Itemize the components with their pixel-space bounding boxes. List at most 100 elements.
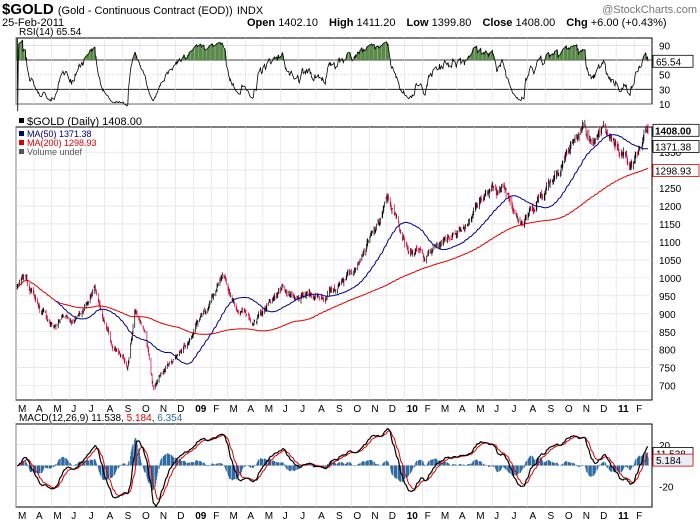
x-axis-label: O — [565, 511, 573, 522]
rsi-title: RSI(14) 65.54 — [19, 27, 82, 38]
x-axis-label: A — [530, 511, 537, 522]
x-axis-label: M — [53, 511, 61, 522]
x-axis-label: A — [107, 404, 114, 415]
x-axis-label: A — [459, 511, 466, 522]
stockcharts-brand: @StockCharts.com — [602, 4, 697, 16]
price-tag-ma50 — [652, 140, 700, 153]
x-axis-label: J — [300, 511, 305, 522]
x-axis-label: J — [283, 404, 288, 415]
x-axis-label: M — [476, 511, 484, 522]
price-tick-label: 700 — [659, 382, 676, 393]
rsi-tick-label: 50 — [659, 71, 671, 82]
rsi-tick-label: 90 — [659, 41, 671, 52]
x-axis-label: J — [494, 511, 499, 522]
change-value: +6.00 (+0.43%) — [590, 17, 667, 29]
macd-line — [17, 427, 648, 507]
x-axis-label: A — [318, 511, 325, 522]
x-axis-label: A — [36, 404, 43, 415]
x-axis-label: A — [459, 404, 466, 415]
symbol-text: $GOLD — [2, 1, 54, 18]
price-tick-label: 1000 — [659, 274, 682, 285]
x-axis-label: S — [336, 404, 343, 415]
macd-title-part: , — [121, 413, 127, 424]
x-axis-label: S — [547, 404, 554, 415]
x-axis-label: J — [300, 404, 305, 415]
x-axis-label: A — [247, 511, 254, 522]
quote-date: 25-Feb-2011 — [2, 17, 65, 29]
macd-title-part: 5.184 — [127, 413, 152, 424]
price-tick-label: 750 — [659, 364, 676, 375]
x-axis-label: J — [494, 404, 499, 415]
close-value: 1408.00 — [515, 17, 556, 29]
ma200-line — [17, 167, 649, 335]
x-axis-label: F — [425, 511, 431, 522]
x-axis-label: N — [371, 404, 378, 415]
x-axis-label: 10 — [407, 404, 419, 415]
open-value: 1402.10 — [278, 17, 318, 29]
macd-title-part: 6.354 — [157, 413, 182, 424]
x-axis-label: F — [636, 511, 642, 522]
x-axis-label: O — [565, 404, 573, 415]
price-tag-ma200 — [652, 164, 700, 177]
macd-signal-line — [17, 430, 649, 500]
legend-entry: $GOLD (Daily) 1408.00 — [27, 116, 142, 128]
open-label: Open — [247, 17, 276, 29]
x-axis-label: 09 — [195, 404, 207, 415]
x-axis-label: A — [247, 404, 254, 415]
x-axis-label: F — [425, 404, 431, 415]
x-axis-label: F — [213, 511, 219, 522]
x-axis-label: S — [336, 511, 343, 522]
x-axis-label: M — [18, 404, 26, 415]
x-axis-label: A — [318, 404, 325, 415]
macd-tick-label: -20 — [659, 482, 674, 493]
high-label: High — [329, 17, 354, 29]
x-axis-label: 09 — [195, 511, 207, 522]
x-axis-label: S — [547, 511, 554, 522]
ohlc-readout: Open 1402.10 High 1411.20 Low 1399.80 Cl… — [247, 17, 675, 29]
legend-swatch — [19, 118, 24, 123]
price-tick-label: 1100 — [659, 238, 681, 249]
x-axis-label: F — [636, 404, 642, 415]
x-axis-label: A — [36, 511, 43, 522]
x-axis-label: M — [53, 404, 61, 415]
macd-value-text: 5.184 — [656, 456, 681, 467]
x-axis-label: O — [353, 404, 361, 415]
change-label: Chg — [566, 17, 588, 29]
price-tick-label: 1150 — [659, 220, 681, 231]
x-axis-label: J — [89, 404, 94, 415]
x-axis-label: D — [177, 511, 184, 522]
x-axis-label: F — [213, 404, 219, 415]
price-tick-label: 900 — [659, 310, 676, 321]
x-axis-label: J — [283, 511, 288, 522]
x-axis-label: N — [371, 511, 378, 522]
x-axis-label: A — [530, 404, 537, 415]
rsi-value-tag — [652, 54, 694, 68]
rsi-tick-label: 30 — [659, 85, 671, 96]
rsi-value-text: 65.54 — [656, 57, 681, 68]
x-axis-label: O — [142, 404, 150, 415]
close-label: Close — [482, 17, 513, 29]
price-tick-label: 1350 — [659, 148, 682, 159]
x-axis-label: M — [441, 511, 449, 522]
price-tag-text: 1408.00 — [655, 126, 692, 137]
x-axis-label: 11 — [618, 404, 629, 415]
x-axis-label: D — [389, 511, 396, 522]
legend-swatch — [19, 140, 24, 145]
price-tick-label: 1250 — [659, 184, 682, 195]
price-tick-label: 850 — [659, 328, 676, 339]
x-axis-label: M — [476, 404, 484, 415]
x-axis-label: 11 — [618, 511, 629, 522]
price-tick-label: 950 — [659, 292, 676, 303]
legend-entry: Volume undef — [27, 147, 83, 157]
x-axis-label: M — [18, 511, 26, 522]
x-axis-label: J — [71, 404, 76, 415]
legend-entry: MA(50) 1371.38 — [27, 129, 92, 139]
price-tag-close — [652, 123, 700, 137]
x-axis-label: J — [89, 511, 94, 522]
price-tick-label: 1050 — [659, 256, 682, 267]
price-tag-text: 1298.93 — [655, 166, 692, 177]
x-axis-label: N — [583, 404, 590, 415]
price-tag-text: 1371.38 — [655, 142, 692, 153]
legend-swatch — [19, 149, 24, 154]
x-axis-label: M — [229, 511, 237, 522]
